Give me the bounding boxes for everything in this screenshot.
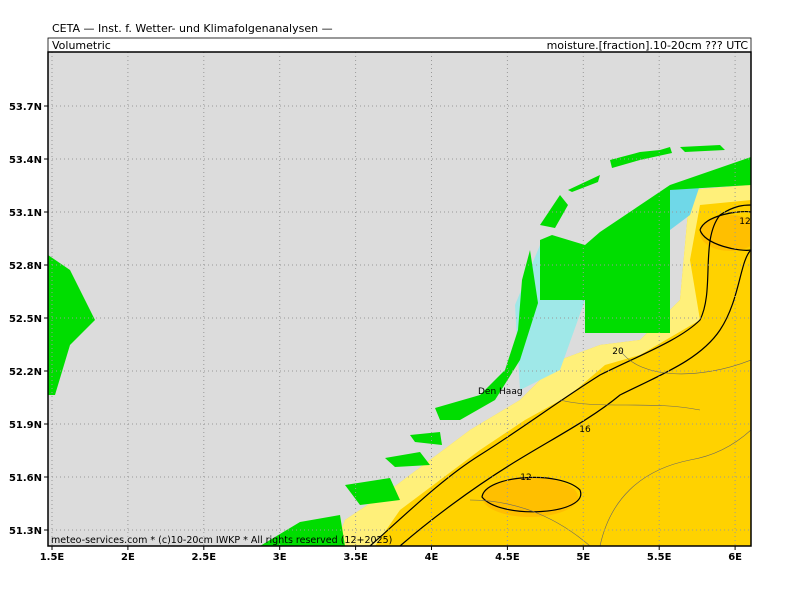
map-area: Den Haag 12 20 16 12 meteo-services.com … xyxy=(48,52,751,546)
footer: meteo-services.com * (c)10-20cm IWKP * A… xyxy=(51,535,392,546)
right-label: moisture.[fraction].10-20cm ??? UTC xyxy=(547,39,749,52)
lon-label: 1.5E xyxy=(40,552,65,563)
lat-label: 52.8N xyxy=(9,261,42,272)
contour xyxy=(699,210,751,251)
contour-label: 16 xyxy=(579,425,591,435)
lon-label: 6E xyxy=(728,552,742,563)
lon-label: 3E xyxy=(273,552,287,563)
borders xyxy=(469,349,751,546)
left-label: Volumetric xyxy=(52,39,111,52)
lon-label: 2E xyxy=(121,552,135,563)
land-coast xyxy=(435,250,538,420)
lat-label: 51.9N xyxy=(9,420,42,431)
lat-label: 53.1N xyxy=(9,208,42,219)
islands xyxy=(540,145,725,228)
tick-labels: 53.7N 53.4N 53.1N 52.8N 52.5N 52.2N 51.9N 51.6N… xyxy=(9,102,742,563)
land-england xyxy=(48,255,95,395)
lon-label: 5.5E xyxy=(647,552,672,563)
lat-label: 51.3N xyxy=(9,526,42,537)
moisture-wet xyxy=(335,185,751,546)
contour xyxy=(399,249,751,546)
place-label: Den Haag xyxy=(478,387,523,397)
contour-label: 12 xyxy=(520,473,531,483)
lat-label: 52.5N xyxy=(9,314,42,325)
land-north xyxy=(540,157,751,333)
lon-label: 4E xyxy=(425,552,439,563)
contour-label: 20 xyxy=(612,347,624,357)
contour-label: 12 xyxy=(739,217,750,227)
contour xyxy=(481,476,582,513)
islands-south xyxy=(260,432,442,546)
moisture-high xyxy=(670,185,700,230)
moisture-dry xyxy=(482,477,578,517)
lat-label: 51.6N xyxy=(9,473,42,484)
lat-label: 52.2N xyxy=(9,367,42,378)
lon-label: 4.5E xyxy=(495,552,520,563)
lat-label: 53.7N xyxy=(9,102,42,113)
lon-label: 5E xyxy=(576,552,590,563)
frame xyxy=(47,51,752,547)
lon-label: 3.5E xyxy=(343,552,368,563)
lat-label: 53.4N xyxy=(9,155,42,166)
title: CETA — Inst. f. Wetter- und Klimafolgena… xyxy=(52,22,333,35)
lon-label: 2.5E xyxy=(192,552,217,563)
